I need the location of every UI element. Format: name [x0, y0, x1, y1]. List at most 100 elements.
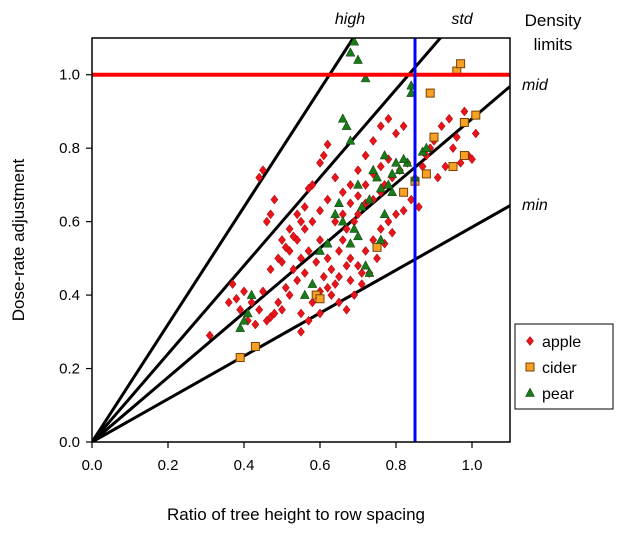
apple-point [388, 227, 397, 238]
apple-point [392, 209, 400, 220]
pear-point [394, 164, 405, 174]
label-high: high [335, 11, 365, 28]
pear-point [353, 54, 363, 64]
apple-point [255, 304, 264, 315]
apple-point [441, 161, 450, 172]
apple-point [224, 297, 233, 308]
density-line-labels: high std mid min [335, 11, 549, 214]
apple-point [316, 235, 324, 245]
apple-point [331, 216, 340, 227]
apple-point [285, 290, 294, 300]
apple-point [331, 172, 340, 183]
pear-point [368, 164, 379, 174]
apple-point [346, 198, 355, 209]
ref-line-mid [92, 85, 510, 442]
apple-point [445, 113, 454, 124]
pear-point [349, 38, 360, 46]
apple-point [399, 121, 408, 132]
pear-point [341, 120, 352, 130]
pear-point [353, 230, 363, 241]
pear-point [307, 278, 318, 288]
data-points [205, 38, 481, 363]
apple-point [259, 165, 267, 176]
pear-point [387, 186, 398, 197]
pear-point [375, 234, 386, 244]
apple-point [354, 191, 362, 201]
apple-point [342, 224, 351, 234]
pear-point [406, 80, 417, 90]
cider-point [235, 353, 245, 363]
legend-cider-label: cider [542, 360, 577, 377]
apple-point [361, 180, 370, 190]
cider-point [250, 342, 260, 352]
apple-point [323, 253, 332, 264]
apple-point [437, 121, 446, 132]
apple-point [293, 275, 302, 286]
apple-point [361, 246, 370, 256]
density-limits-title-line1: Density [525, 11, 582, 30]
x-tick-label: 0.8 [386, 457, 407, 474]
apple-point [312, 257, 321, 267]
cider-point [429, 132, 439, 142]
pear-point [372, 172, 382, 182]
cider-point [399, 187, 409, 197]
apple-point [232, 293, 241, 304]
pear-point [246, 289, 257, 299]
apple-point [392, 128, 400, 139]
apple-point [300, 224, 309, 234]
label-mid: mid [522, 77, 549, 94]
apple-point [300, 268, 309, 278]
pear-point [242, 307, 253, 318]
pear-point [345, 135, 356, 145]
apple-point [285, 224, 294, 234]
legend: apple cider pear [514, 323, 614, 410]
legend-pear-label: pear [542, 386, 575, 403]
apple-point [270, 308, 279, 319]
apple-point [342, 260, 351, 271]
apple-point [262, 216, 271, 227]
apple-point [316, 308, 324, 319]
cider-point [372, 242, 382, 252]
legend-apple-label: apple [542, 334, 581, 351]
pear-point [379, 149, 390, 160]
apple-point [357, 279, 366, 289]
pear-point [239, 315, 249, 325]
apple-point [289, 264, 298, 275]
apple-point [251, 319, 260, 330]
apple-point [335, 246, 343, 256]
pear-point [364, 267, 375, 277]
x-axis-ticks: 0.0 0.2 0.4 0.6 0.8 1.0 [82, 442, 482, 474]
apple-point [308, 180, 317, 190]
pear-point [322, 238, 333, 248]
apple-point [468, 154, 476, 165]
apple-point [376, 121, 385, 132]
pear-point [383, 179, 394, 189]
pear-point [379, 208, 390, 219]
apple-point [399, 205, 408, 216]
pear-point [353, 179, 363, 189]
y-axis-ticks: 0.0 0.2 0.4 0.6 0.8 1.0 [59, 67, 92, 451]
x-tick-label: 0.2 [158, 457, 179, 474]
apple-point [308, 297, 317, 308]
pear-point [356, 38, 367, 39]
apple-point [323, 139, 332, 150]
cider-point [421, 169, 431, 179]
apple-point [327, 264, 336, 275]
apple-point [300, 202, 309, 212]
legend-cider-marker [525, 362, 535, 372]
legend-pear-marker [525, 387, 535, 397]
apple-point [361, 150, 370, 161]
apple-point [205, 330, 214, 341]
apple-point [452, 132, 461, 143]
ref-line-min [92, 204, 510, 442]
apple-point [342, 304, 351, 315]
pear-point [360, 72, 371, 83]
apple-point [335, 271, 343, 282]
pear-point [360, 260, 371, 270]
label-min: min [522, 197, 548, 214]
apple-point [369, 135, 378, 146]
apple-point [240, 286, 248, 297]
apple-point [323, 194, 332, 205]
pear-point [235, 322, 246, 332]
apple-point [449, 143, 457, 154]
